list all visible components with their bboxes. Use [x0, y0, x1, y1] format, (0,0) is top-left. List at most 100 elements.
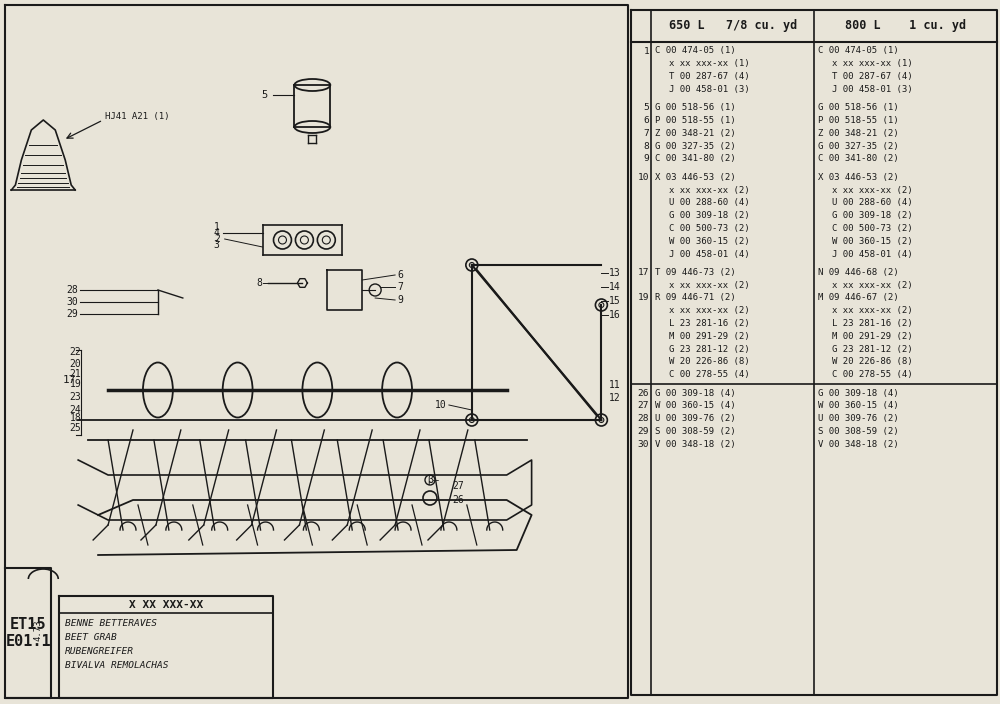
Text: ET15
E01.1: ET15 E01.1 — [6, 617, 51, 649]
Text: C 00 500-73 (2): C 00 500-73 (2) — [832, 224, 913, 233]
Text: X 03 446-53 (2): X 03 446-53 (2) — [818, 172, 899, 182]
Text: 22: 22 — [69, 347, 81, 357]
Text: 8: 8 — [643, 142, 649, 151]
Text: G 00 518-56 (1): G 00 518-56 (1) — [818, 103, 899, 112]
Text: C 00 474-05 (1): C 00 474-05 (1) — [655, 46, 736, 56]
Text: 19: 19 — [69, 379, 81, 389]
Text: 10: 10 — [638, 172, 649, 182]
Text: 25: 25 — [69, 423, 81, 433]
Text: 23: 23 — [69, 392, 81, 402]
Text: 29: 29 — [638, 427, 649, 436]
Text: L 23 281-16 (2): L 23 281-16 (2) — [669, 319, 750, 328]
Ellipse shape — [469, 417, 474, 422]
Text: 11: 11 — [609, 380, 621, 390]
Text: 5: 5 — [261, 90, 268, 100]
Text: 650 L   7/8 cu. yd: 650 L 7/8 cu. yd — [669, 20, 797, 32]
Text: T 09 446-73 (2): T 09 446-73 (2) — [655, 268, 736, 277]
Text: x xx xxx-xx (2): x xx xxx-xx (2) — [832, 185, 913, 194]
Text: HJ41 A21 (1): HJ41 A21 (1) — [105, 113, 170, 122]
Text: 800 L    1 cu. yd: 800 L 1 cu. yd — [845, 20, 966, 32]
Text: 6: 6 — [397, 270, 403, 280]
Text: 13: 13 — [609, 268, 621, 278]
Text: G 00 327-35 (2): G 00 327-35 (2) — [655, 142, 736, 151]
Text: L 23 281-16 (2): L 23 281-16 (2) — [832, 319, 913, 328]
Text: X XX XXX-XX: X XX XXX-XX — [129, 600, 203, 610]
Text: x xx xxx-xx (2): x xx xxx-xx (2) — [669, 281, 750, 289]
Text: BENNE BETTERAVES: BENNE BETTERAVES — [65, 619, 157, 627]
Text: 30: 30 — [638, 440, 649, 448]
Ellipse shape — [466, 259, 478, 271]
Text: 10: 10 — [435, 400, 447, 410]
Text: W 00 360-15 (4): W 00 360-15 (4) — [818, 401, 899, 410]
Text: x xx xxx-xx (2): x xx xxx-xx (2) — [832, 281, 913, 289]
Text: C 00 278-55 (4): C 00 278-55 (4) — [832, 370, 913, 379]
Text: 28: 28 — [638, 414, 649, 423]
Text: G 00 309-18 (4): G 00 309-18 (4) — [655, 389, 736, 398]
Text: S 00 308-59 (2): S 00 308-59 (2) — [818, 427, 899, 436]
Text: C 00 474-05 (1): C 00 474-05 (1) — [818, 46, 899, 56]
Text: 7: 7 — [397, 282, 403, 292]
Text: 14: 14 — [609, 282, 621, 292]
Text: 5: 5 — [643, 103, 649, 112]
Text: T 00 287-67 (4): T 00 287-67 (4) — [669, 72, 750, 81]
Text: G 00 309-18 (2): G 00 309-18 (2) — [832, 211, 913, 220]
Text: 15: 15 — [609, 296, 621, 306]
Ellipse shape — [595, 414, 607, 426]
Ellipse shape — [599, 417, 604, 422]
Text: x xx xxx-xx (1): x xx xxx-xx (1) — [669, 59, 750, 68]
Text: 4.73: 4.73 — [34, 620, 43, 641]
Text: W 00 360-15 (4): W 00 360-15 (4) — [655, 401, 736, 410]
Text: V 00 348-18 (2): V 00 348-18 (2) — [655, 440, 736, 448]
Ellipse shape — [595, 299, 607, 311]
Text: x xx xxx-xx (2): x xx xxx-xx (2) — [832, 306, 913, 315]
Text: M 00 291-29 (2): M 00 291-29 (2) — [669, 332, 750, 341]
Text: W 00 360-15 (2): W 00 360-15 (2) — [832, 237, 913, 246]
Text: J 00 458-01 (4): J 00 458-01 (4) — [832, 249, 913, 258]
Text: W 00 360-15 (2): W 00 360-15 (2) — [669, 237, 750, 246]
Text: C 00 341-80 (2): C 00 341-80 (2) — [655, 154, 736, 163]
Text: X 03 446-53 (2): X 03 446-53 (2) — [655, 172, 736, 182]
Text: G 00 327-35 (2): G 00 327-35 (2) — [818, 142, 899, 151]
Text: G 00 309-18 (2): G 00 309-18 (2) — [669, 211, 750, 220]
Text: 30: 30 — [66, 297, 78, 307]
Text: T 00 287-67 (4): T 00 287-67 (4) — [832, 72, 913, 81]
Text: 4: 4 — [214, 228, 220, 238]
Text: 27: 27 — [638, 401, 649, 410]
Text: G 23 281-12 (2): G 23 281-12 (2) — [832, 344, 913, 353]
Text: J 00 458-01 (3): J 00 458-01 (3) — [669, 85, 750, 94]
Ellipse shape — [466, 414, 478, 426]
Text: 21: 21 — [69, 369, 81, 379]
Text: J 00 458-01 (3): J 00 458-01 (3) — [832, 85, 913, 94]
Text: Z 00 348-21 (2): Z 00 348-21 (2) — [818, 129, 899, 138]
Text: G 00 518-56 (1): G 00 518-56 (1) — [655, 103, 736, 112]
Text: 19: 19 — [638, 294, 649, 303]
Text: 29: 29 — [66, 309, 78, 319]
Text: 9: 9 — [643, 154, 649, 163]
Text: P 00 518-55 (1): P 00 518-55 (1) — [655, 116, 736, 125]
Text: 28: 28 — [66, 285, 78, 295]
Text: 6: 6 — [643, 116, 649, 125]
Text: M 09 446-67 (2): M 09 446-67 (2) — [818, 294, 899, 303]
Text: G 00 309-18 (4): G 00 309-18 (4) — [818, 389, 899, 398]
Text: 27: 27 — [452, 481, 464, 491]
Ellipse shape — [599, 303, 604, 308]
Ellipse shape — [469, 263, 474, 268]
Text: BEET GRAB: BEET GRAB — [65, 632, 117, 641]
Text: RUBENGREIFER: RUBENGREIFER — [65, 646, 134, 655]
Text: C 00 278-55 (4): C 00 278-55 (4) — [669, 370, 750, 379]
Text: x xx xxx-xx (1): x xx xxx-xx (1) — [832, 59, 913, 68]
Text: W 20 226-86 (8): W 20 226-86 (8) — [832, 358, 913, 366]
Text: U 00 309-76 (2): U 00 309-76 (2) — [818, 414, 899, 423]
Text: 17: 17 — [63, 375, 76, 385]
Text: 1: 1 — [214, 222, 220, 232]
Text: U 00 288-60 (4): U 00 288-60 (4) — [669, 199, 750, 207]
Text: 12: 12 — [609, 393, 621, 403]
Text: M 00 291-29 (2): M 00 291-29 (2) — [832, 332, 913, 341]
Text: U 00 309-76 (2): U 00 309-76 (2) — [655, 414, 736, 423]
Text: N 09 446-68 (2): N 09 446-68 (2) — [818, 268, 899, 277]
Text: C 00 500-73 (2): C 00 500-73 (2) — [669, 224, 750, 233]
Text: V 00 348-18 (2): V 00 348-18 (2) — [818, 440, 899, 448]
Text: 17: 17 — [638, 268, 649, 277]
Text: G 23 281-12 (2): G 23 281-12 (2) — [669, 344, 750, 353]
Text: P 00 518-55 (1): P 00 518-55 (1) — [818, 116, 899, 125]
